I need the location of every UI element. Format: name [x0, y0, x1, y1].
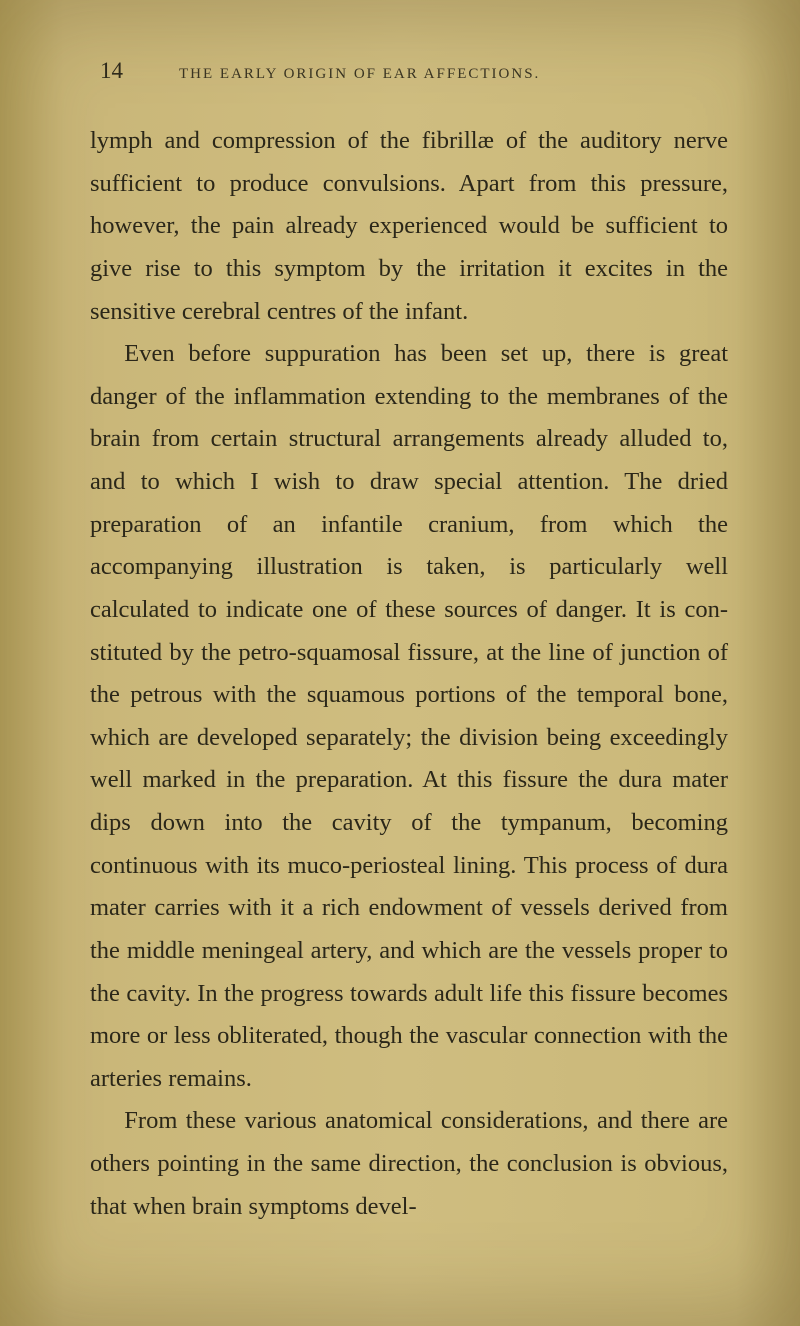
- scanned-page: 14 THE EARLY ORIGIN OF EAR AFFECTIONS. l…: [0, 0, 800, 1326]
- paragraph: Even before suppuration has been set up,…: [90, 333, 728, 1100]
- body-text: lymph and compression of the fibrillæ of…: [90, 120, 728, 1228]
- paragraph: From these various anatomical considerat…: [90, 1100, 728, 1228]
- running-head: THE EARLY ORIGIN OF EAR AFFECTIONS.: [179, 66, 540, 83]
- page-number: 14: [100, 58, 123, 84]
- paragraph: lymph and compression of the fibrillæ of…: [90, 120, 728, 333]
- page-header: 14 THE EARLY ORIGIN OF EAR AFFECTIONS.: [90, 58, 728, 84]
